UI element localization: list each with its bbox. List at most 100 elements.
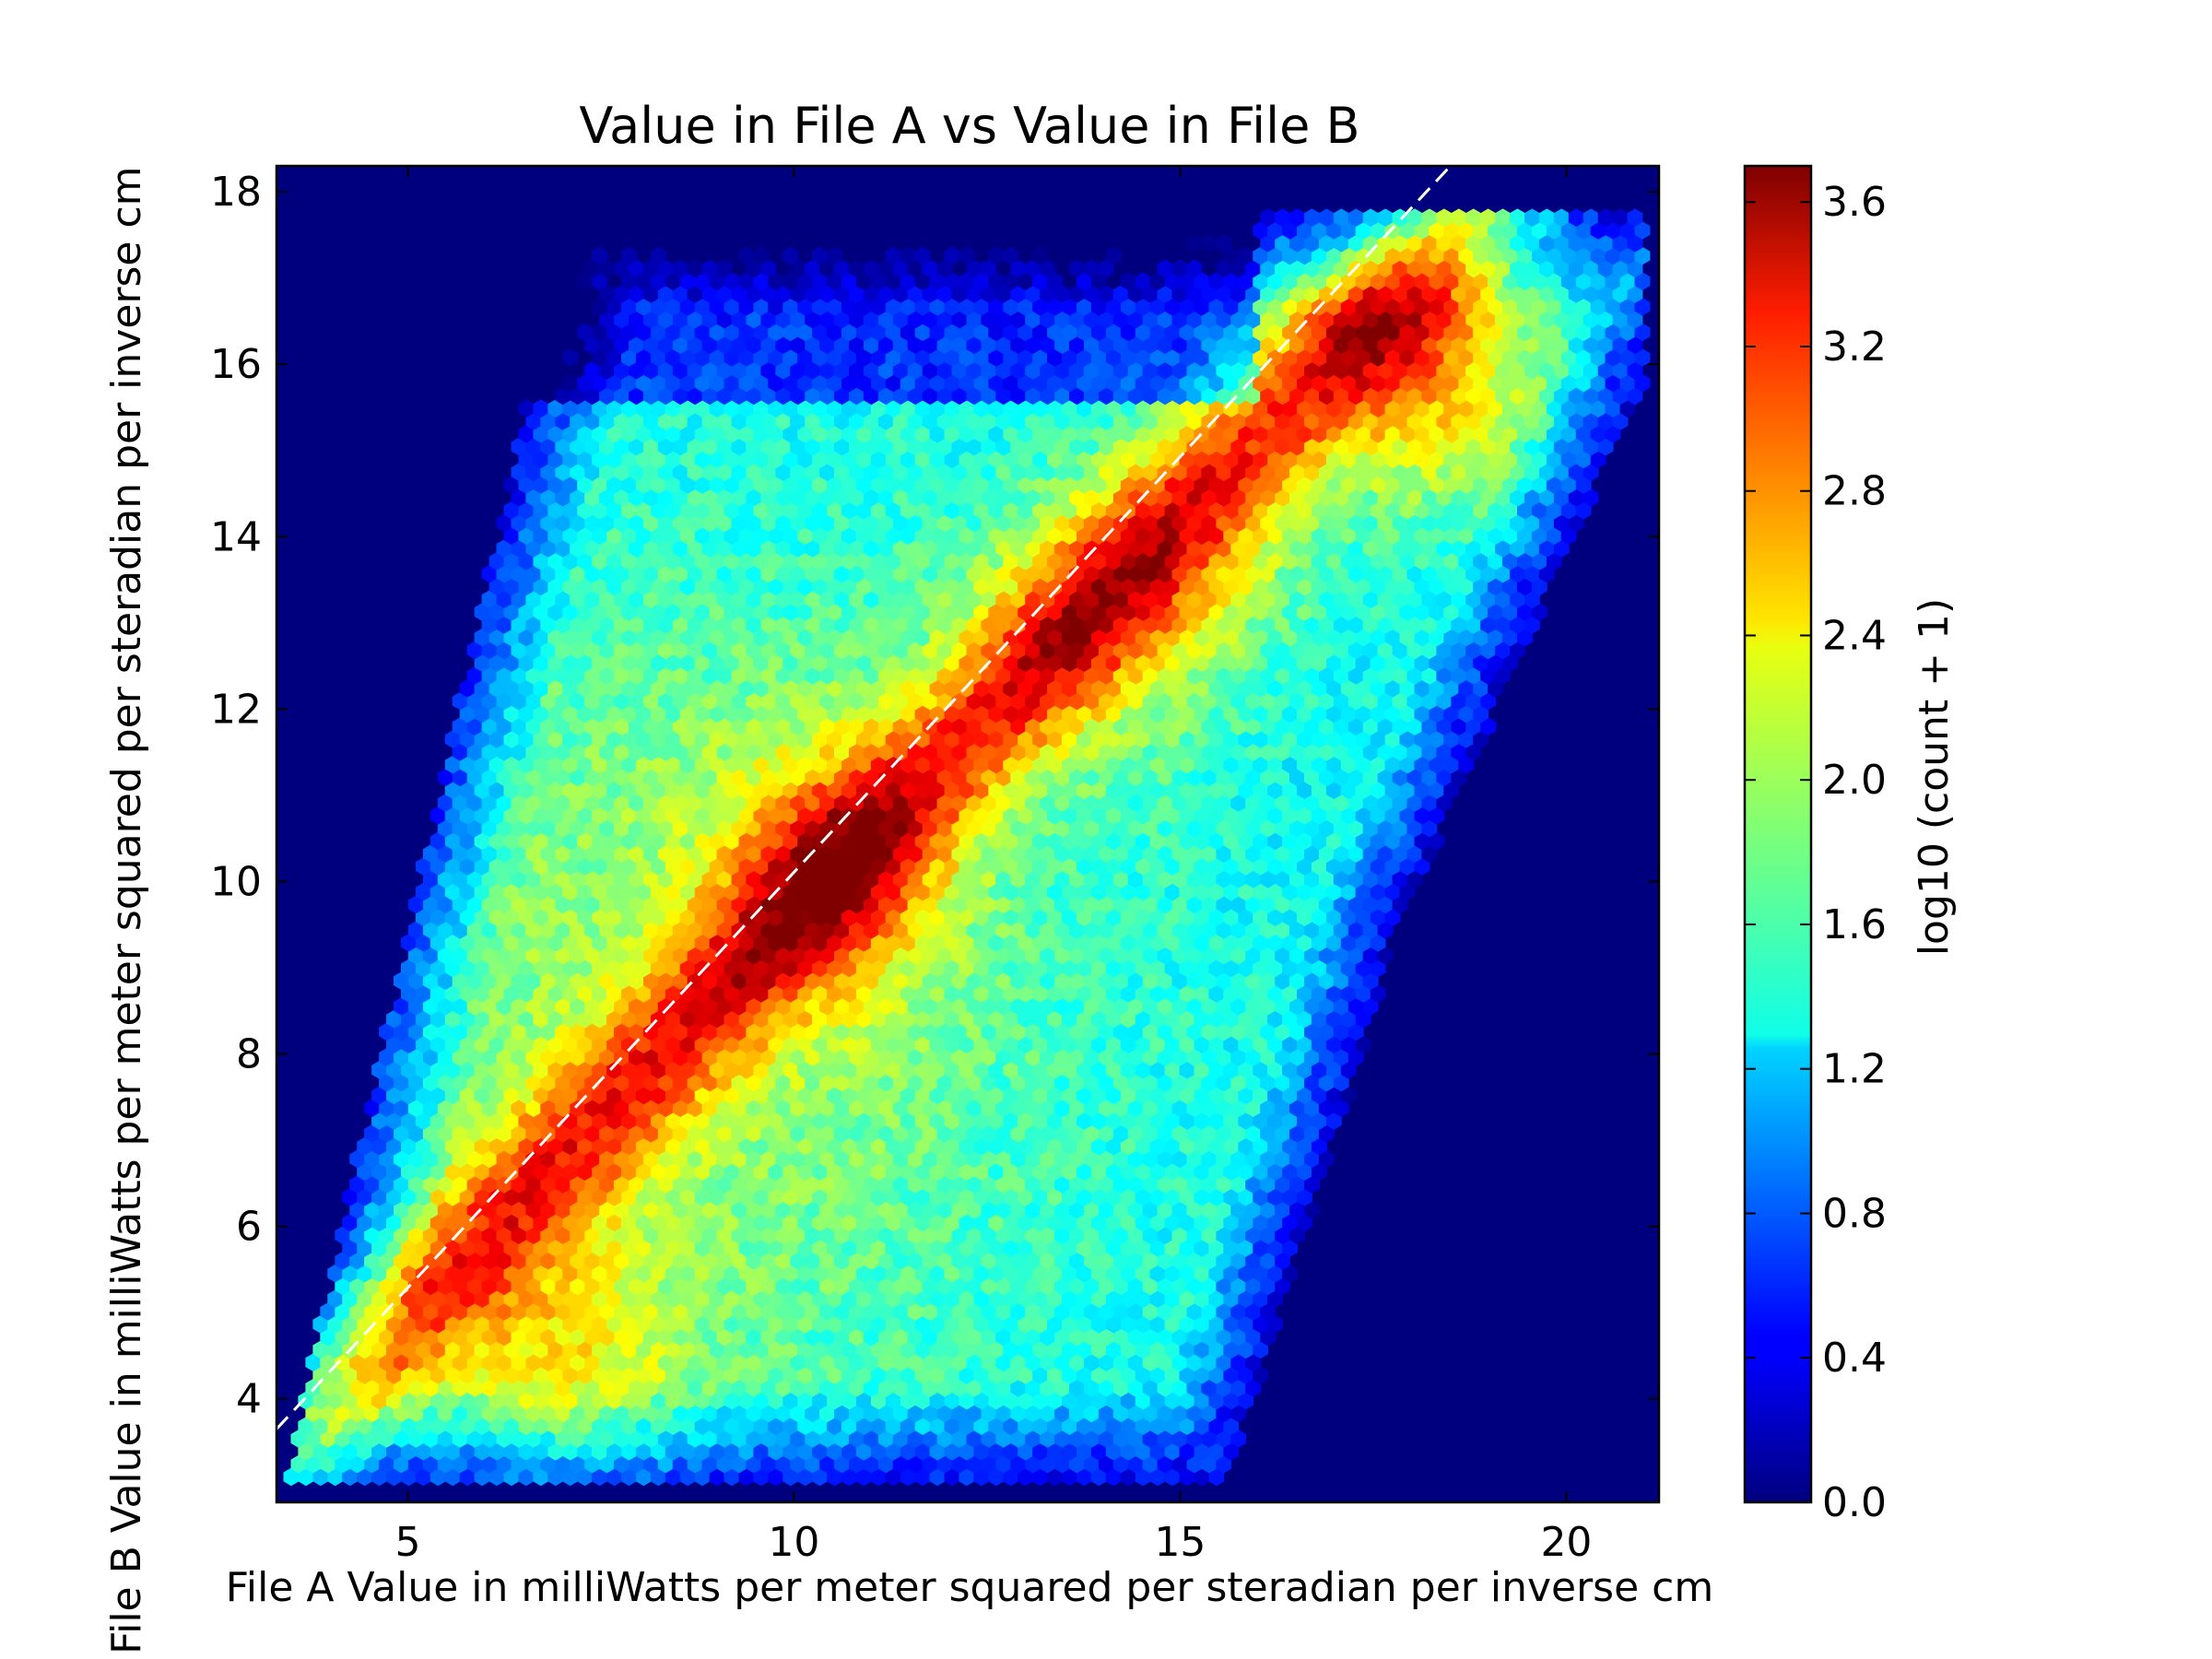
hex-cell	[870, 1467, 887, 1487]
hex-cell	[981, 1302, 997, 1321]
hex-cell	[900, 1340, 916, 1359]
hex-cell	[312, 1340, 329, 1359]
hex-cell	[929, 1417, 946, 1435]
hex-cell	[827, 1366, 842, 1384]
hex-cell	[525, 1454, 542, 1474]
hex-cell	[731, 1277, 747, 1296]
hex-cell	[459, 1289, 476, 1308]
hex-cell	[709, 1340, 725, 1359]
hex-cell	[1083, 1404, 1100, 1423]
hex-cell	[855, 1442, 872, 1461]
hex-cell	[466, 1454, 483, 1474]
hex-cell	[540, 1430, 557, 1448]
hex-cell	[1040, 1327, 1055, 1347]
hex-cell	[386, 1467, 402, 1487]
hex-cell	[1186, 1327, 1203, 1347]
hex-cell	[525, 1430, 542, 1448]
hex-cell	[892, 1353, 909, 1371]
hex-cell	[394, 1379, 409, 1397]
hex-cell	[900, 1315, 916, 1334]
hex-cell	[1186, 1404, 1203, 1423]
hex-cell	[709, 1315, 725, 1334]
hex-cell	[849, 1327, 865, 1347]
hex-cell	[1186, 1302, 1203, 1321]
hex-cell	[614, 1327, 629, 1347]
hex-cell	[1105, 1366, 1122, 1384]
hex-cell	[429, 1340, 446, 1359]
hex-cell	[650, 1467, 666, 1487]
hex-cell	[1194, 1340, 1210, 1359]
hex-cell	[621, 1417, 637, 1435]
hex-cell	[496, 1404, 512, 1423]
hex-cell	[827, 1289, 842, 1308]
hex-cell	[1238, 1289, 1254, 1308]
hex-cell	[452, 1379, 468, 1397]
hex-cell	[1090, 1340, 1107, 1359]
hex-cell	[496, 1327, 512, 1347]
hex-cell	[885, 1467, 901, 1487]
hex-cell	[1047, 1391, 1063, 1410]
hex-cell	[819, 1327, 835, 1347]
hex-cell	[738, 1289, 755, 1308]
hex-cell	[782, 1289, 799, 1308]
hex-cell	[790, 1277, 806, 1296]
hex-cell	[1120, 1467, 1136, 1487]
hex-cell	[701, 1430, 718, 1448]
hex-cell	[540, 1327, 557, 1347]
hex-cell	[782, 1315, 799, 1334]
hex-cell	[1186, 1454, 1203, 1474]
hex-cell	[1003, 1442, 1019, 1461]
hex-cell	[1208, 1289, 1225, 1308]
hex-cell	[614, 1302, 629, 1321]
hex-cell	[1112, 1379, 1129, 1397]
hex-cell	[863, 1302, 879, 1321]
hex-cell	[379, 1327, 394, 1347]
hex-cell	[349, 1379, 366, 1397]
hex-cell	[914, 1467, 931, 1487]
hex-cell	[1164, 1315, 1181, 1334]
hex-cell	[805, 1353, 821, 1371]
hex-cell	[371, 1289, 387, 1308]
hex-cell	[1149, 1467, 1166, 1487]
hex-cell	[746, 1379, 762, 1397]
hex-cell	[407, 1404, 424, 1423]
hex-cell	[900, 1417, 916, 1435]
hex-cell	[877, 1327, 894, 1347]
hex-cell	[1120, 1417, 1136, 1435]
hex-cell	[577, 1315, 594, 1334]
hex-cell	[592, 1391, 607, 1410]
hex-cell	[429, 1366, 446, 1384]
hex-cell	[672, 1353, 688, 1371]
hex-cell	[877, 1302, 894, 1321]
hex-cell	[606, 1467, 622, 1487]
hex-cell	[312, 1467, 329, 1487]
hex-cell	[973, 1467, 990, 1487]
hex-cell	[1062, 1289, 1077, 1308]
hex-cell	[1245, 1353, 1262, 1371]
hex-cell	[1077, 1391, 1092, 1410]
hex-cell	[988, 1442, 1005, 1461]
hex-cell	[665, 1289, 681, 1308]
hex-cell	[929, 1366, 946, 1384]
hex-cell	[629, 1302, 644, 1321]
hex-cell	[753, 1315, 770, 1334]
hex-cell	[914, 1289, 931, 1308]
hex-cell	[870, 1340, 887, 1359]
hex-cell	[349, 1327, 366, 1347]
hex-cell	[1230, 1404, 1247, 1423]
hex-cell	[496, 1353, 512, 1371]
hex-cell	[577, 1340, 594, 1359]
hex-cell	[716, 1327, 733, 1347]
hex-cell	[1054, 1404, 1070, 1423]
hex-cell	[488, 1315, 505, 1334]
hex-cell	[716, 1353, 733, 1371]
hex-cell	[1216, 1302, 1232, 1321]
hex-cell	[724, 1391, 740, 1410]
hex-cell	[782, 1340, 799, 1359]
hex-cell	[885, 1442, 901, 1461]
hex-cell	[364, 1277, 380, 1296]
hex-cell	[951, 1430, 968, 1448]
hex-cell	[415, 1442, 431, 1461]
hex-cell	[775, 1404, 792, 1423]
